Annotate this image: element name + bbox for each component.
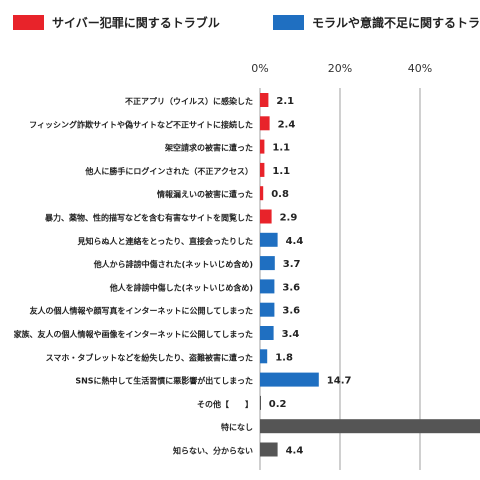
legend-label: サイバー犯罪に関するトラブル [52,15,220,30]
x-axis-ticks: 0% 20% 40% [251,62,432,75]
category-label: 架空請求の被害に遭った [164,143,253,153]
bar [260,372,319,387]
bar [260,93,269,107]
bar [260,326,274,340]
bar [260,162,265,177]
bars [260,93,480,457]
value-label: 3.4 [282,329,300,340]
category-label: 知らない、分からない [173,446,253,456]
value-label: 4.4 [286,446,304,457]
bar [260,232,278,247]
bar [260,186,264,201]
category-label: 不正アプリ（ウイルス）に感染した [125,96,253,106]
bar [260,116,270,131]
bar [260,139,265,154]
legend-swatch [13,15,44,30]
bar [260,209,272,224]
tick-label: 20% [328,62,352,75]
value-label: 3.6 [282,306,300,317]
value-label: 2.9 [280,213,298,224]
category-labels: 不正アプリ（ウイルス）に感染したフィッシング詐欺サイトや偽サイトなど不正サイトに… [14,96,253,456]
category-label: その他【 】 [197,399,253,409]
value-label: 2.1 [276,96,294,107]
legend-swatch [273,15,304,30]
category-label: 他人に勝手にログインされた（不正アクセス） [84,166,253,176]
category-label: 暴力、薬物、性的描写などを含む有害なサイトを閲覧した [44,213,253,223]
value-label: 14.7 [327,376,352,387]
bar [260,279,275,294]
bar [260,395,261,410]
value-labels: 2.1 2.4 1.1 1.1 0.8 2.9 4.4 3.7 3.6 3.6 3.4 1.8 14.7… [269,96,352,457]
bar [260,302,275,317]
value-label: 3.7 [283,259,301,270]
category-label: 特になし [221,422,253,432]
bar [260,256,275,271]
category-label: SNSに熱中して生活習慣に悪影響が出てしまった [75,376,253,386]
category-label: 情報漏えいの被害に遭った [156,189,253,199]
value-label: 0.2 [269,399,287,410]
bar [260,419,480,434]
value-label: 2.4 [278,119,296,130]
value-label: 4.4 [286,236,304,247]
legend-label: モラルや意識不足に関するトラブル [312,15,480,30]
value-label: 1.1 [272,166,290,177]
bar [260,349,268,364]
tick-label: 40% [408,62,432,75]
category-label: 見知らぬ人と連絡をとったり、直接会ったりした [77,236,253,246]
legend: サイバー犯罪に関するトラブル モラルや意識不足に関するトラブル [13,15,480,30]
tick-label: 0% [251,62,268,75]
category-label: 家族、友人の個人情報や画像をインターネットに公開してしまった [14,329,253,339]
value-label: 1.1 [272,143,290,154]
category-label: フィッシング詐欺サイトや偽サイトなど不正サイトに接続した [29,119,253,129]
category-label: 友人の個人情報や顔写真をインターネットに公開してしまった [29,306,253,316]
bar [260,442,278,457]
value-label: 3.6 [282,282,300,293]
value-label: 0.8 [271,189,289,200]
value-label: 1.8 [275,352,293,363]
category-label: 他人から誹謗中傷された(ネットいじめ含め) [93,259,253,269]
category-label: スマホ・タブレットなどを紛失したり、盗難被害に遭った [46,352,253,362]
category-label: 他人を誹謗中傷した(ネットいじめ含め) [109,282,253,292]
